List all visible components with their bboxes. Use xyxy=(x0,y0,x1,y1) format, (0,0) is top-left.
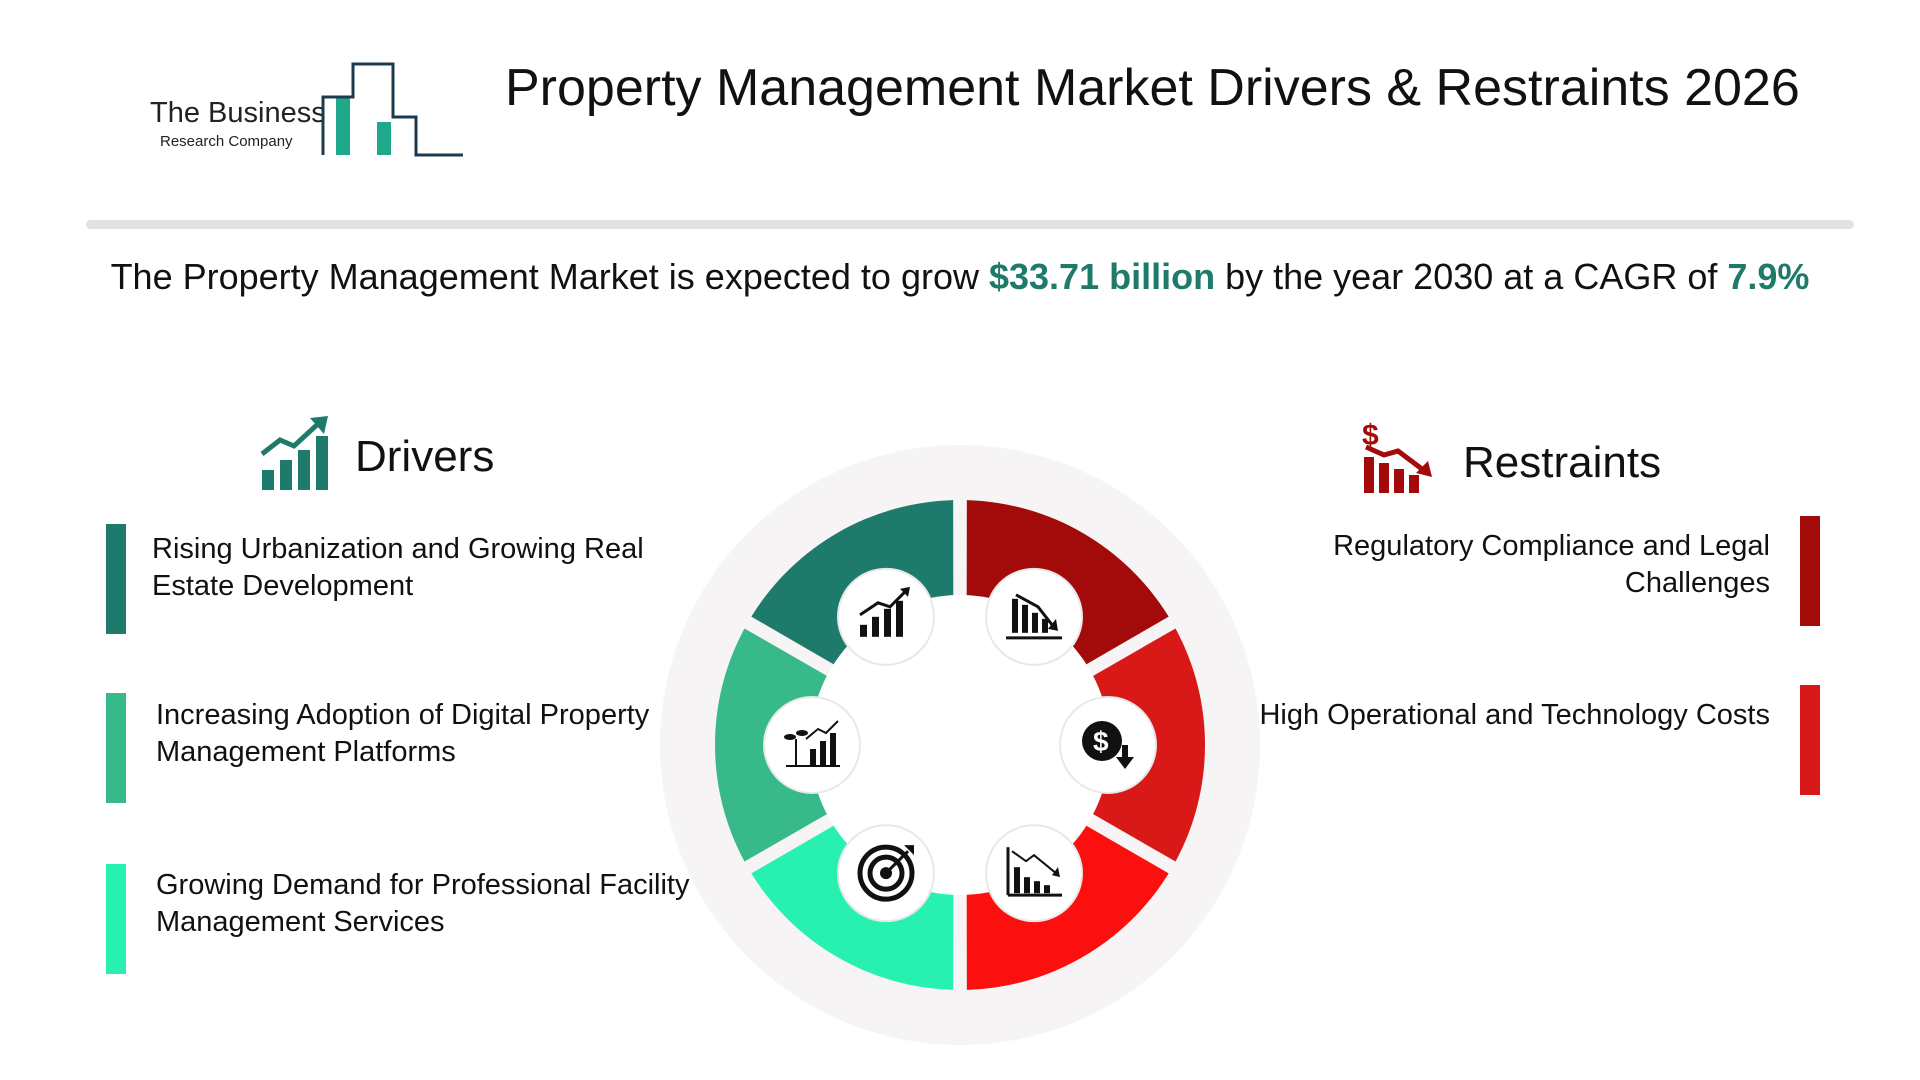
svg-text:$: $ xyxy=(1093,726,1109,757)
logo-skyline xyxy=(321,62,463,157)
summary-middle: by the year 2030 at a CAGR of xyxy=(1215,256,1728,297)
dollar-decline-icon: $ xyxy=(1362,419,1432,493)
falling-bar-chart-icon xyxy=(985,567,1083,666)
logo-line1: The Business xyxy=(150,97,326,129)
logo-bar-1 xyxy=(336,97,350,155)
target-icon xyxy=(837,824,935,923)
restraint-text: Regulatory Compliance and Legal Challeng… xyxy=(1333,530,1770,599)
drivers-restraints-wheel: $ xyxy=(660,445,1260,1045)
svg-text:$: $ xyxy=(1362,419,1379,452)
driver-text: Rising Urbanization and Growing Real Est… xyxy=(152,533,644,602)
wheel-center xyxy=(810,595,1110,895)
summary-prefix: The Property Management Market is expect… xyxy=(110,256,989,297)
driver-text: Growing Demand for Professional Facility… xyxy=(156,869,690,938)
logo-bar-2 xyxy=(377,122,391,155)
summary-amount: $33.71 billion xyxy=(988,256,1216,297)
declining-chart-icon xyxy=(985,824,1083,923)
logo-line2: Research Company xyxy=(160,133,293,150)
restraint-text: High Operational and Technology Costs xyxy=(1259,699,1770,731)
dollar-down-icon: $ xyxy=(1059,696,1157,794)
market-summary: The Property Management Market is expect… xyxy=(0,256,1920,298)
driver-marker xyxy=(106,524,126,634)
drivers-heading: Drivers xyxy=(355,432,495,481)
driver-text: Increasing Adoption of Digital Property … xyxy=(156,699,650,768)
rising-bar-chart-icon xyxy=(837,567,935,666)
plant-growth-chart-icon xyxy=(763,696,861,794)
growth-chart-icon xyxy=(260,416,328,490)
restraint-marker xyxy=(1800,516,1820,626)
company-logo: The Business Research Company xyxy=(150,62,463,157)
summary-cagr: 7.9% xyxy=(1727,256,1810,297)
restraint-marker xyxy=(1800,685,1820,795)
driver-marker xyxy=(106,864,126,974)
title-divider xyxy=(86,220,1854,229)
restraints-heading: Restraints xyxy=(1463,438,1662,487)
driver-marker xyxy=(106,693,126,803)
page-title: Property Management Market Drivers & Res… xyxy=(505,59,1800,117)
